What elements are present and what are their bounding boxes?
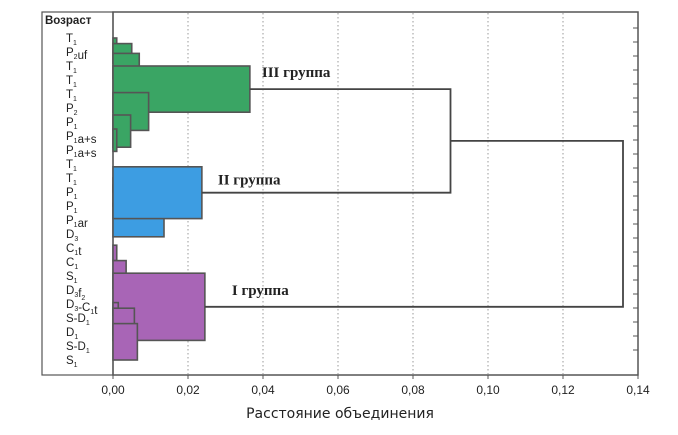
leaf-label: P1a+s: [66, 131, 97, 146]
x-tick-label: 0,04: [251, 383, 275, 397]
leaf-label: S-D1: [66, 313, 90, 327]
leaf-label-panel: [41, 11, 114, 376]
leaf-label: D1: [66, 327, 78, 341]
leaf-label: P2uf: [66, 47, 88, 62]
leaf-header: Возраст: [45, 15, 92, 27]
x-tick-label: 0,14: [626, 383, 650, 397]
x-tick-label: 0,12: [551, 383, 575, 397]
group-label: I группа: [232, 283, 289, 299]
leaf-label: P1: [66, 187, 78, 201]
x-tick-label: 0,06: [326, 383, 350, 397]
leaf-label: T1: [66, 75, 77, 89]
x-tick-label: 0,08: [401, 383, 425, 397]
leaf-label: T1: [66, 33, 77, 47]
x-axis-label: Расстояние объединения: [246, 406, 434, 422]
group-label: II группа: [218, 173, 281, 189]
leaf-label: P2: [66, 103, 78, 117]
cluster-merge: [112, 128, 118, 153]
leaf-label: C1: [66, 257, 78, 271]
x-tick-label: 0,10: [476, 383, 500, 397]
cluster-merge: [112, 244, 118, 262]
leaf-label: T1: [66, 61, 77, 75]
leaf-label: T1: [66, 173, 77, 187]
leaf-label: P1a+s: [66, 145, 97, 160]
leaf-label: C1t: [66, 243, 82, 258]
leaf-label: P1: [66, 201, 78, 215]
x-tick-label: 0,02: [176, 383, 200, 397]
x-tick-label: 0,00: [101, 383, 125, 397]
leaf-label: T1: [66, 159, 77, 173]
leaf-label: P1ar: [66, 215, 88, 230]
leaf-label: D3: [66, 229, 78, 243]
leaf-label: S1: [66, 271, 78, 285]
leaf-label: D3f2: [66, 285, 85, 302]
cluster-merge: [112, 322, 139, 361]
leaf-label: P1: [66, 117, 78, 131]
leaf-label: T1: [66, 89, 77, 103]
cluster-merge: [112, 166, 203, 220]
leaf-label: S1: [66, 355, 78, 369]
leaf-label: S-D1: [66, 341, 90, 355]
join-link: [204, 139, 624, 308]
leaf-label: D3-C1t: [66, 299, 98, 317]
group-label: III группа: [262, 65, 331, 81]
